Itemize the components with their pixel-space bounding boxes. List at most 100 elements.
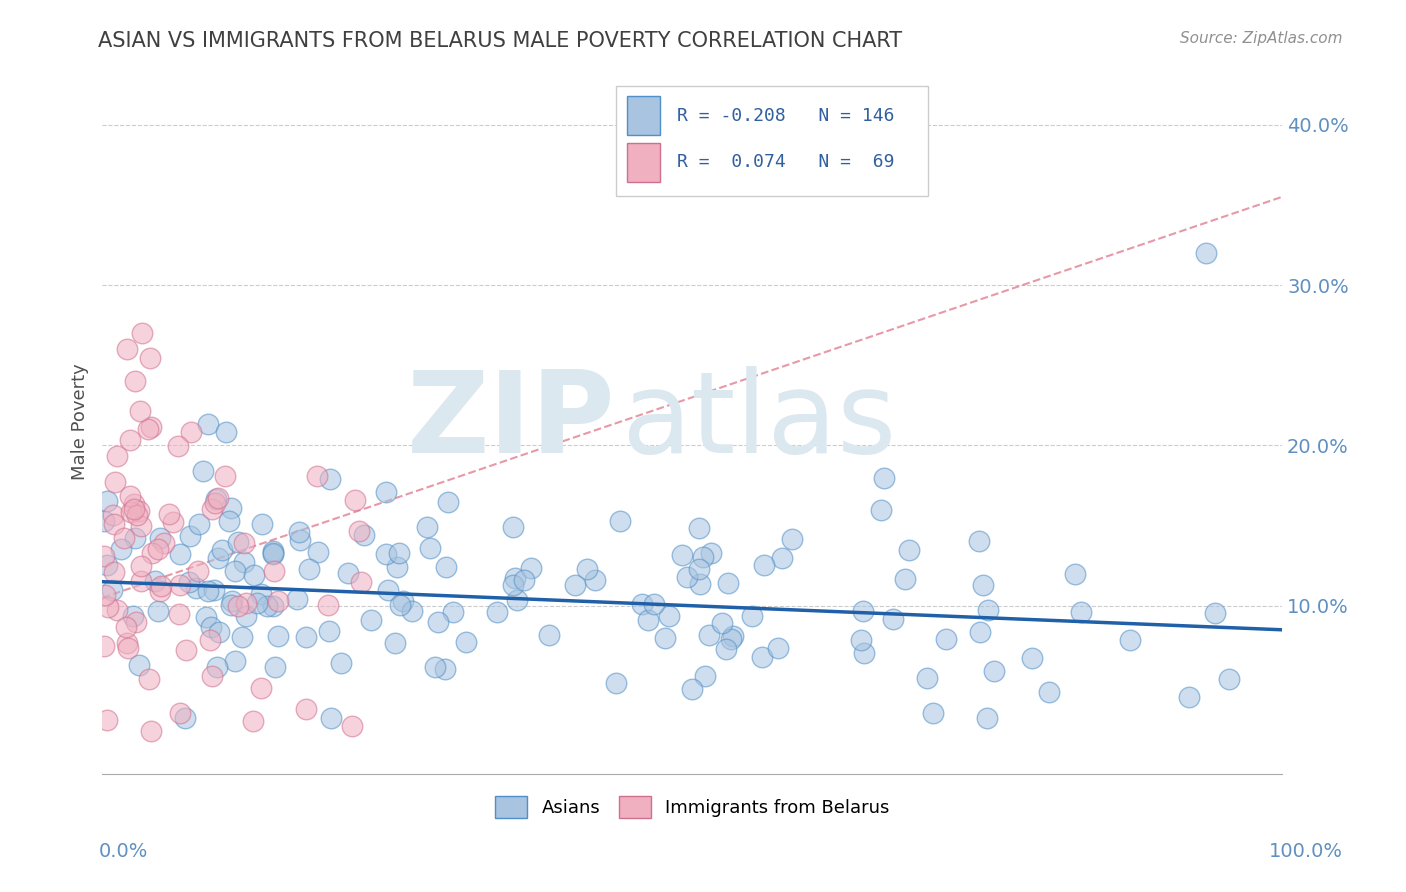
Text: 0.0%: 0.0% [98,842,148,862]
Point [870,503,893,517]
Point [242,714,264,728]
Point [337,566,360,581]
Point [922,706,945,720]
Point [96,713,118,727]
Point [207,550,229,565]
Point [502,520,524,534]
Point [384,636,406,650]
Point [389,599,412,613]
Point [152,536,174,550]
Point [374,547,396,561]
Point [780,532,803,546]
Point [235,609,257,624]
Point [169,578,191,592]
Point [342,719,364,733]
Point [150,579,173,593]
Point [252,516,274,531]
Point [441,605,464,619]
Point [643,597,665,611]
Point [391,594,413,608]
Point [167,607,190,621]
Point [169,547,191,561]
Point [688,521,710,535]
FancyBboxPatch shape [616,87,928,195]
Point [882,612,904,626]
Point [169,706,191,720]
Point [717,575,740,590]
Point [852,604,875,618]
Point [226,534,249,549]
Point [262,546,284,560]
Point [681,682,703,697]
Point [101,508,124,522]
Point [513,574,536,588]
Point [97,600,120,615]
Point [714,642,737,657]
Point [419,541,441,556]
Point [204,496,226,510]
Point [537,627,560,641]
Point [486,605,509,619]
Point [873,471,896,485]
Point [693,669,716,683]
Point [143,574,166,588]
Point [205,660,228,674]
Point [387,545,409,559]
Point [720,632,742,646]
Point [138,672,160,686]
Point [849,633,872,648]
Point [416,520,439,534]
Point [125,615,148,630]
Point [1070,605,1092,619]
Point [360,613,382,627]
Point [211,543,233,558]
Point [100,583,122,598]
Point [689,577,711,591]
Point [741,609,763,624]
Point [387,560,409,574]
Point [120,490,142,504]
Point [146,541,169,556]
Point [128,657,150,672]
Point [224,564,246,578]
Point [330,656,353,670]
Point [972,578,994,592]
Point [1038,684,1060,698]
Point [96,494,118,508]
Text: R =  0.074   N =  69: R = 0.074 N = 69 [676,153,894,171]
Point [425,660,447,674]
Point [427,615,450,629]
Point [976,711,998,725]
Point [115,636,138,650]
Point [319,711,342,725]
Point [167,439,190,453]
Point [250,586,273,600]
Point [187,565,209,579]
Point [700,546,723,560]
Point [184,581,207,595]
Point [218,514,240,528]
Point [318,624,340,638]
Point [207,491,229,505]
Point [96,558,118,572]
Point [110,541,132,556]
Point [506,593,529,607]
Point [349,574,371,589]
Point [564,577,586,591]
Point [162,515,184,529]
Point [200,669,222,683]
Point [575,562,598,576]
Point [197,583,219,598]
Point [205,492,228,507]
Point [179,575,201,590]
Point [343,492,366,507]
Point [434,560,457,574]
Bar [627,96,661,136]
Point [319,472,342,486]
Point [249,681,271,695]
Point [139,351,162,365]
Point [104,475,127,489]
Point [121,609,143,624]
Point [246,596,269,610]
Point [401,604,423,618]
